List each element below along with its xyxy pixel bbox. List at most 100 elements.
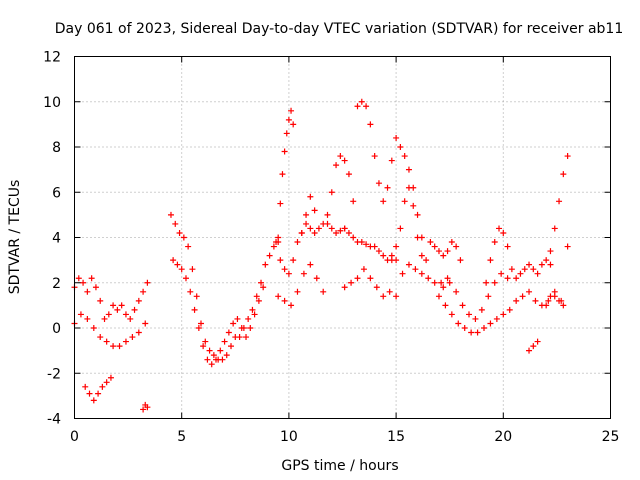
x-tick-label: 25 (602, 429, 620, 445)
grid (74, 56, 611, 419)
data-point (92, 284, 99, 291)
y-tick-label: 2 (52, 276, 61, 292)
data-point (442, 302, 449, 309)
data-point (534, 338, 541, 345)
data-point (461, 325, 468, 331)
data-point (444, 275, 451, 282)
data-point (358, 98, 365, 105)
data-point (255, 297, 262, 304)
data-point (538, 261, 545, 268)
data-point (290, 121, 297, 128)
data-point (474, 329, 481, 336)
y-tick-label: -4 (47, 412, 61, 428)
x-tick-label: 15 (387, 429, 405, 445)
series-track-o (341, 261, 451, 300)
data-point (315, 225, 322, 232)
data-point (294, 288, 301, 295)
data-point (277, 257, 284, 264)
data-point (290, 257, 297, 264)
data-point (363, 241, 370, 248)
data-point (457, 257, 464, 264)
data-point (487, 257, 494, 264)
data-point (122, 338, 129, 345)
data-point (401, 153, 408, 160)
data-point (260, 284, 267, 291)
series-track-j (275, 261, 327, 309)
series-track-q (435, 288, 565, 336)
data-point (193, 293, 200, 300)
data-point (307, 261, 314, 268)
data-point (75, 275, 82, 282)
series-track-s (483, 225, 554, 286)
data-point (483, 279, 490, 286)
data-point (197, 320, 204, 327)
data-point (320, 288, 327, 295)
data-point (275, 293, 282, 300)
data-point (487, 320, 494, 327)
series-track-k (324, 153, 357, 218)
data-point (221, 338, 228, 345)
data-point (281, 148, 288, 155)
data-point (354, 103, 361, 110)
data-point (180, 234, 187, 241)
data-point (213, 356, 220, 363)
chart-title: Day 061 of 2023, Sidereal Day-to-day VTE… (55, 21, 624, 37)
x-tick-label: 10 (280, 429, 298, 445)
data-point (350, 198, 357, 205)
data-point (431, 279, 438, 286)
data-point (459, 302, 466, 309)
data-point (80, 279, 87, 286)
data-point (105, 311, 112, 318)
data-point (453, 288, 460, 295)
data-point (182, 275, 189, 282)
series-track-h (273, 220, 348, 277)
data-point (513, 275, 520, 282)
y-tick-label: 4 (52, 231, 61, 247)
data-point (167, 211, 174, 218)
data-point (481, 325, 488, 331)
series-track-m (354, 98, 425, 241)
data-point (277, 200, 284, 207)
data-point (373, 284, 380, 291)
data-point (219, 356, 226, 363)
data-point (288, 107, 295, 114)
data-point (253, 293, 260, 300)
data-point (189, 266, 196, 273)
data-point (95, 390, 102, 397)
data-point (345, 229, 352, 236)
data-point (551, 225, 558, 232)
y-tick-label: 8 (52, 140, 61, 156)
series-track-r (440, 270, 511, 322)
data-point (380, 293, 387, 300)
data-point (491, 279, 498, 286)
data-point (270, 243, 277, 250)
data-point (560, 171, 567, 178)
data-point (371, 153, 378, 160)
data-point (438, 279, 445, 286)
data-point (333, 229, 340, 236)
data-point (498, 270, 505, 277)
data-point (358, 239, 365, 246)
data-point (414, 234, 421, 241)
data-point (223, 352, 230, 359)
data-point (397, 225, 404, 232)
data-point (142, 320, 149, 327)
data-point (84, 288, 91, 295)
data-point (506, 306, 513, 313)
data-point (431, 243, 438, 250)
series-track-f (170, 257, 267, 368)
data-point (311, 207, 318, 214)
data-point (448, 311, 455, 318)
y-tick-label: 10 (43, 95, 61, 111)
data-point (333, 162, 340, 169)
data-point (234, 315, 241, 322)
data-point (110, 302, 117, 309)
y-axis-label: SDTVAR / TECUs (7, 180, 23, 295)
data-point (386, 288, 393, 295)
data-point (103, 379, 110, 386)
data-point (170, 257, 177, 264)
x-tick-label: 20 (494, 429, 512, 445)
data-point (444, 248, 451, 255)
data-point (97, 297, 104, 304)
